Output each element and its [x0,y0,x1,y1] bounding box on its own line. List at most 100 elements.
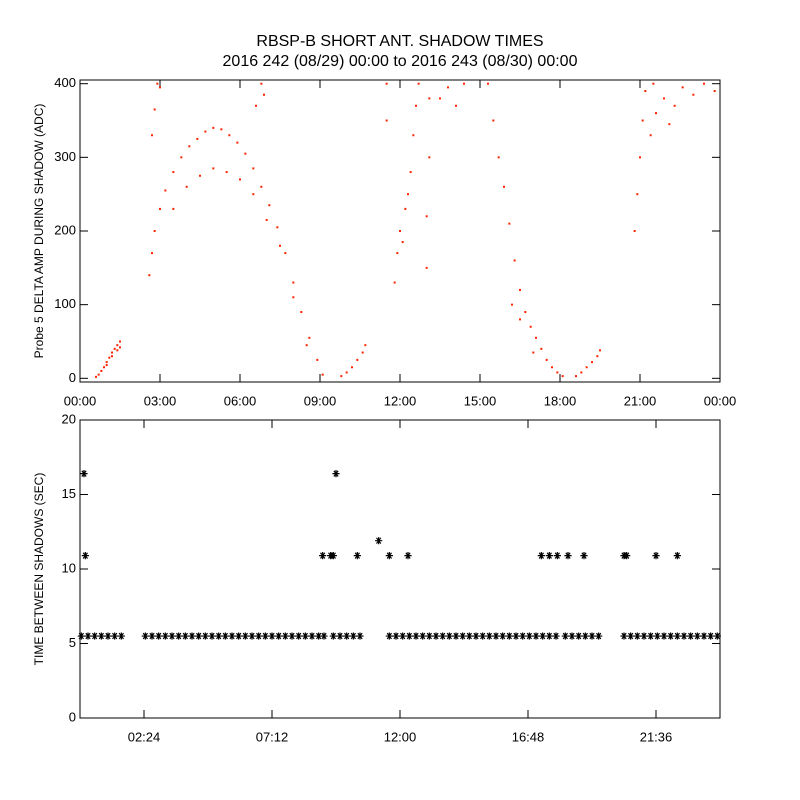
data-point [513,259,516,262]
data-point [540,347,543,350]
data-point [529,325,532,328]
data-point [405,632,413,640]
data-point [196,137,199,140]
data-point [641,119,644,122]
data-point [215,632,223,640]
data-point [428,156,431,159]
data-point [404,207,407,210]
data-point [268,204,271,207]
data-point [292,296,295,299]
data-point [301,632,309,640]
data-point [111,351,113,354]
data-point [316,358,319,361]
data-point [239,178,241,181]
x-tick-label: 16:48 [512,729,545,744]
data-point [97,373,100,376]
data-point [80,470,88,478]
data-point [181,632,189,640]
data-point [580,551,588,560]
data-point [545,632,553,640]
data-point [212,126,215,129]
data-point [320,632,328,640]
data-point [425,266,428,269]
data-point [465,632,473,640]
data-point [673,104,676,107]
data-point [401,241,404,244]
data-point [168,632,176,640]
data-point [585,366,588,369]
x-tick-label: 21:36 [640,729,673,744]
data-point [263,93,265,96]
data-point [415,104,417,107]
data-point [652,82,655,85]
data-point [252,193,255,196]
y-tick-label: 20 [62,411,76,426]
data-point [119,340,121,343]
data-point [432,632,440,640]
data-point [308,632,316,640]
data-point [439,97,441,100]
data-point [241,632,249,640]
data-point [180,156,183,159]
data-point [292,281,295,284]
data-point [151,134,153,137]
data-point [356,358,359,361]
data-point [315,632,323,640]
data-point [519,632,527,640]
data-point [687,632,695,640]
data-point [204,130,207,133]
y-axis-label: TIME BETWEEN SHADOWS (SEC) [32,473,46,666]
data-point [361,351,364,354]
data-point [260,82,263,85]
data-point [201,632,209,640]
data-point [261,632,269,640]
data-point [295,632,303,640]
data-point [385,119,388,122]
data-point [188,632,196,640]
y-tick-label: 300 [54,149,76,164]
data-point [393,281,396,284]
data-point [288,632,296,640]
data-point [221,632,229,640]
data-point [220,128,223,131]
y-tick-label: 0 [69,370,76,385]
y-tick-label: 200 [54,222,76,237]
data-point [111,632,119,640]
data-point [532,351,535,354]
data-point [439,632,447,640]
x-tick-label: 15:00 [464,393,497,408]
data-point [692,93,695,96]
data-point [252,167,255,170]
data-point [644,90,647,93]
data-point [519,288,521,291]
data-point [512,632,520,640]
data-point [556,371,559,374]
data-point [564,551,572,560]
data-point [353,551,361,560]
x-tick-label: 02:24 [128,729,161,744]
data-point [404,551,412,560]
data-point [707,632,715,640]
data-point [329,632,337,640]
data-point [463,82,465,85]
data-point [332,470,340,478]
data-point [455,104,457,107]
x-tick-label: 03:00 [144,393,177,408]
data-point [385,82,388,85]
data-point [492,632,500,640]
data-point [553,551,561,560]
data-point [581,632,589,640]
data-point [300,311,303,314]
y-axis-label: Probe 5 DELTA AMP DURING SHADOW (ADC) [32,104,46,359]
data-point [148,632,156,640]
data-point [535,336,537,339]
data-point [492,119,495,122]
data-point [148,274,151,277]
data-point [248,632,256,640]
data-point [636,193,639,196]
data-point [652,551,660,560]
data-point [276,226,279,229]
data-point [244,152,247,155]
data-point [345,371,348,374]
y-tick-label: 100 [54,296,76,311]
